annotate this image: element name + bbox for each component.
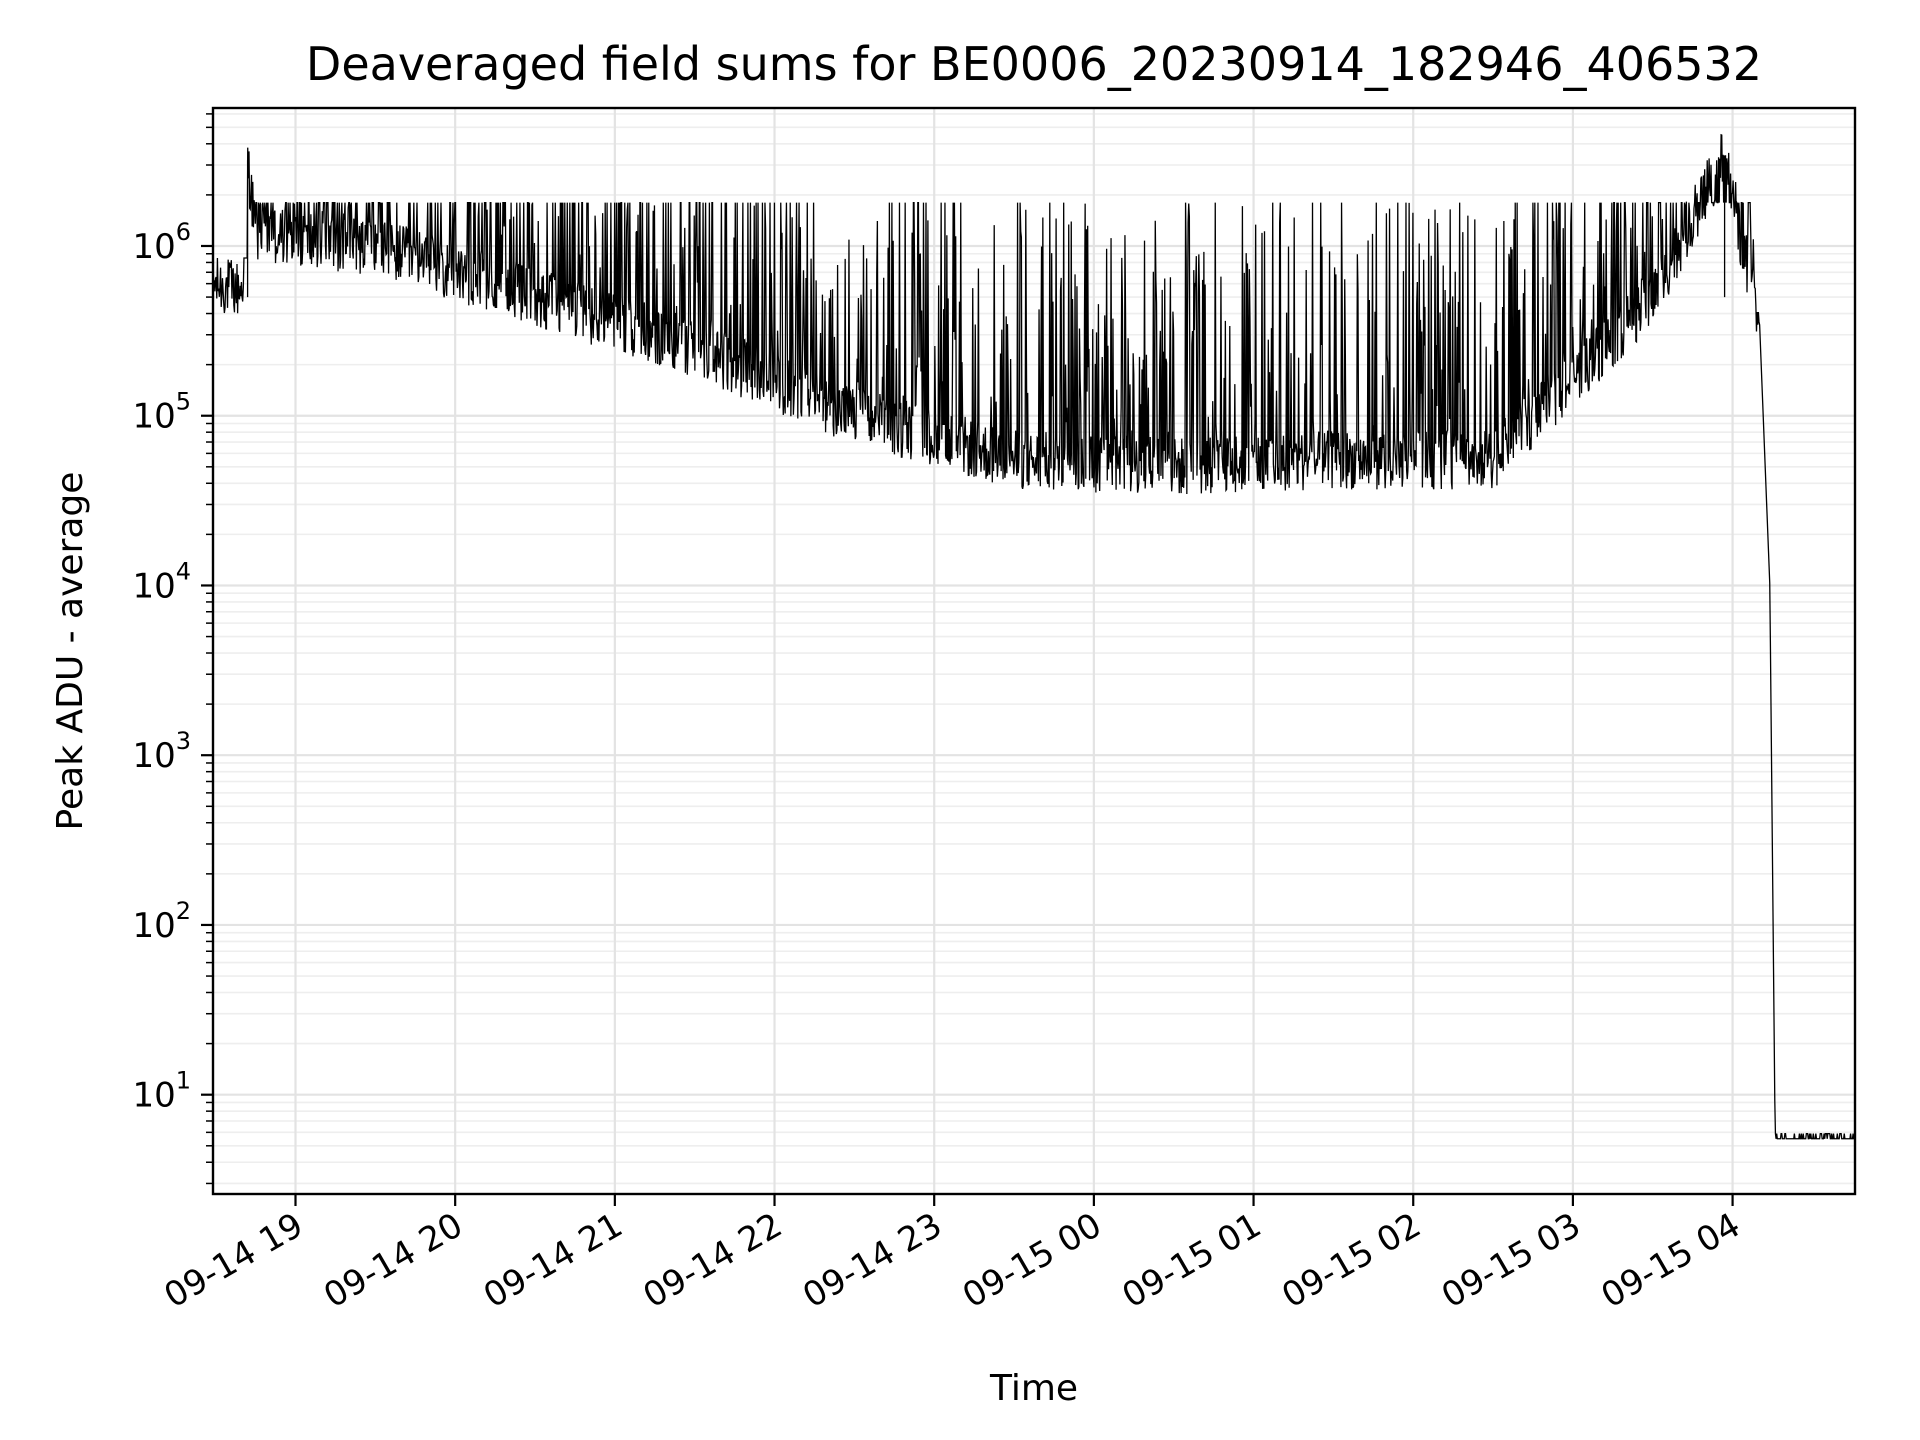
x-axis-label: Time [989, 1368, 1078, 1409]
chart-title: Deaveraged field sums for BE0006_2023091… [306, 37, 1762, 91]
y-tick-label-exponent: 3 [176, 727, 191, 755]
y-tick-label-base: 10 [132, 397, 175, 437]
y-tick-label: 104 [132, 557, 191, 606]
y-tick-label-exponent: 6 [176, 218, 191, 246]
y-tick-label: 102 [132, 897, 191, 946]
y-tick-label-exponent: 2 [176, 897, 191, 925]
y-tick-label-base: 10 [132, 1076, 175, 1116]
y-tick-label: 103 [132, 727, 191, 776]
y-axis-label: Peak ADU - average [50, 472, 91, 831]
y-tick-label-exponent: 4 [176, 557, 191, 585]
plot-frame [211, 106, 1857, 1196]
y-tick-label: 105 [132, 388, 191, 437]
y-tick-label-base: 10 [132, 736, 175, 776]
y-tick-label-exponent: 5 [176, 388, 191, 416]
minor-gridlines [213, 113, 1855, 1185]
y-tick-label-exponent: 1 [176, 1067, 191, 1095]
y-tick-label: 101 [132, 1067, 191, 1116]
y-tick-label-base: 10 [132, 227, 175, 267]
y-tick-label: 106 [132, 218, 191, 267]
y-tick-label-base: 10 [132, 906, 175, 946]
y-tick-label-base: 10 [132, 566, 175, 606]
series-line [212, 133, 1856, 1140]
